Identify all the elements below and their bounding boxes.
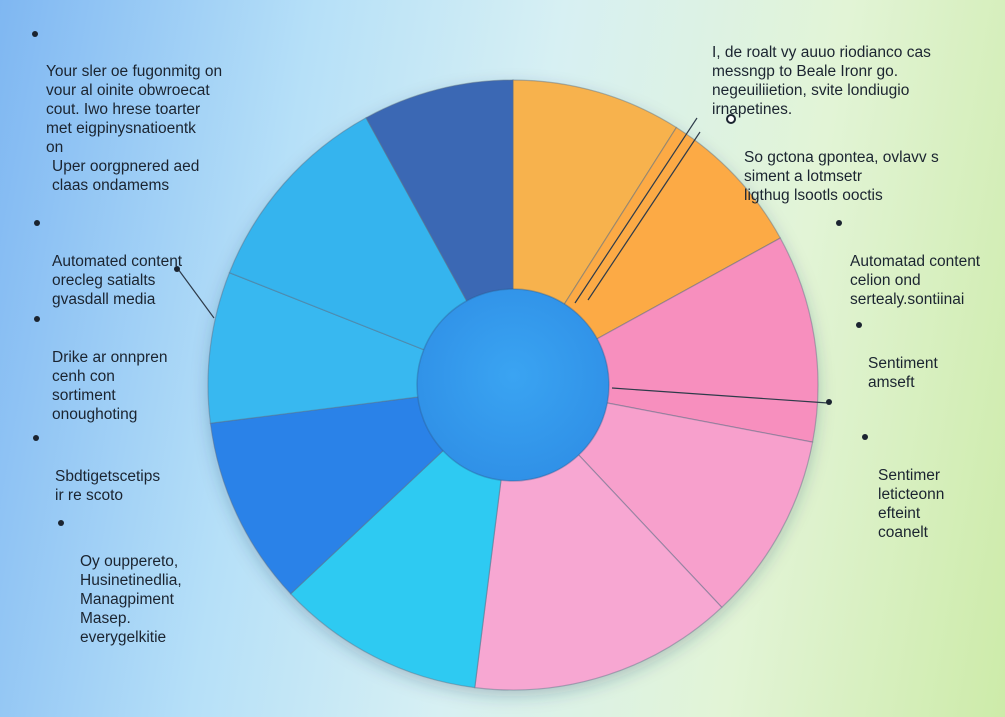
annotation-1: Your sler oe fugonmitg on vour al oinite… [32,24,223,176]
leader-line [574,117,698,304]
annotation-text: So gctona gpontea, ovlavv s siment a lot… [744,149,939,204]
annotation-3: Automated content orecleg satialts gvasd… [34,214,183,328]
annotation-6: Oy ouppereto, Husinetinedlia, Managpimen… [58,514,182,666]
annotation-9: Automatad content celion ond sertealy.so… [836,214,981,328]
annotation-10: Sentiment amseft [856,316,938,411]
annotation-text: Automatad content celion ond sertealy.so… [850,253,981,308]
leader-lines [177,117,829,404]
donut-hole [416,288,610,482]
annotation-text: I, de roalt vy auuo riodianco cas messng… [712,44,931,118]
annotation-11: Sentimer leticteonn efteint coanelt [862,428,945,561]
bullet-icon [58,520,64,526]
leader-line [177,268,215,319]
annotation-text: Drike ar onnpren cenh con sortiment onou… [52,349,168,423]
annotation-text: Oy ouppereto, Husinetinedlia, Managpimen… [80,553,182,646]
annotation-7: I, de roalt vy auuo riodianco cas messng… [712,24,931,138]
bullet-icon [862,434,868,440]
leader-bullet-icon [826,399,832,405]
annotation-4: Drike ar onnpren cenh con sortiment onou… [34,310,168,443]
annotation-text: Sentimer leticteonn efteint coanelt [878,467,945,541]
annotation-8: So gctona gpontea, ovlavv s siment a lot… [726,110,939,224]
annotation-text: Sbdtigetscetips ir re scoto [55,468,161,504]
bullet-icon [33,435,39,441]
annotation-text: Sentiment amseft [868,355,938,391]
bullet-icon [856,322,862,328]
bullet-icon [32,31,38,37]
annotation-text: Automated content orecleg satialts gvasd… [52,253,183,308]
bullet-icon [34,220,40,226]
annotation-5: Sbdtigetscetips ir re scoto [33,429,161,524]
annotation-2: Uper oorgpnered aed claas ondamems [52,138,199,214]
bullet-icon [34,316,40,322]
annotation-text: Uper oorgpnered aed claas ondamems [52,158,200,194]
leader-bullet-icon [174,266,180,272]
leader-line [587,131,701,301]
annotation-text: Your sler oe fugonmitg on vour al oinite… [46,63,223,156]
bullet-icon [726,114,736,124]
leader-line [611,387,829,404]
bullet-icon [836,220,842,226]
